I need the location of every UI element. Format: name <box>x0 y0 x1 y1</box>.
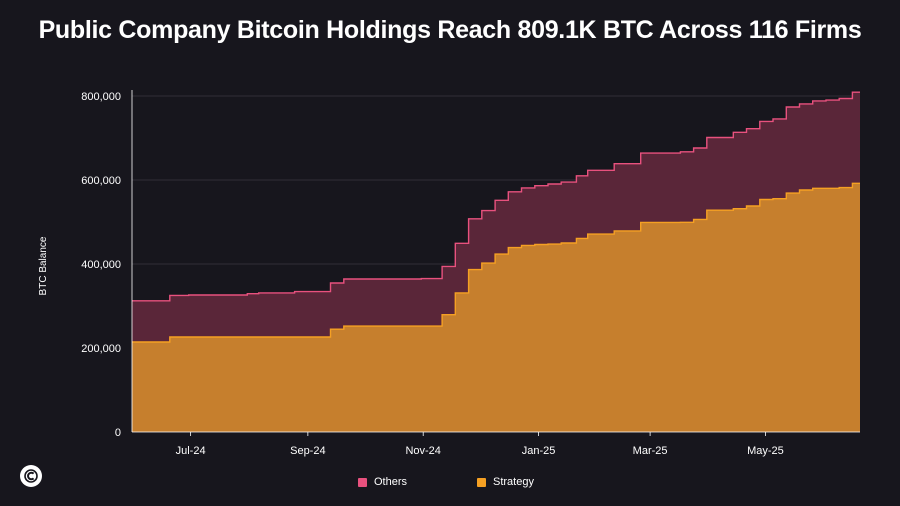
x-tick-label: Sep-24 <box>290 445 325 457</box>
y-tick-label: 200,000 <box>81 343 121 355</box>
x-tick-label: May-25 <box>747 445 784 457</box>
c-logo-icon <box>20 465 42 487</box>
y-tick-label: 0 <box>115 427 121 439</box>
legend-label-strategy: Strategy <box>493 476 534 488</box>
legend-item-strategy: Strategy <box>477 476 534 488</box>
others-line <box>132 91 860 302</box>
x-tick-label: Mar-25 <box>633 445 668 457</box>
x-tick-label: Jul-24 <box>176 445 206 457</box>
y-tick-label: 400,000 <box>81 259 121 271</box>
others-area <box>132 92 860 342</box>
y-tick-label: 800,000 <box>81 91 121 103</box>
y-axis-label: BTC Balance <box>38 236 49 295</box>
y-tick-label: 600,000 <box>81 175 121 187</box>
legend: Others Strategy <box>0 476 900 492</box>
chart-title: Public Company Bitcoin Holdings Reach 80… <box>38 16 862 44</box>
legend-swatch-strategy <box>477 477 486 487</box>
x-tick-label: Nov-24 <box>405 445 440 457</box>
strategy-line <box>132 182 860 343</box>
x-tick-label: Jan-25 <box>522 445 556 457</box>
legend-label-others: Others <box>374 476 408 488</box>
axes: 0 200,000 400,000 600,000 800,000 Jul-24 Sep-2… <box>81 90 860 457</box>
strategy-area <box>132 183 860 432</box>
legend-swatch-others <box>358 477 367 487</box>
stacked-area-series <box>132 91 860 432</box>
legend-item-others: Others <box>358 476 407 488</box>
